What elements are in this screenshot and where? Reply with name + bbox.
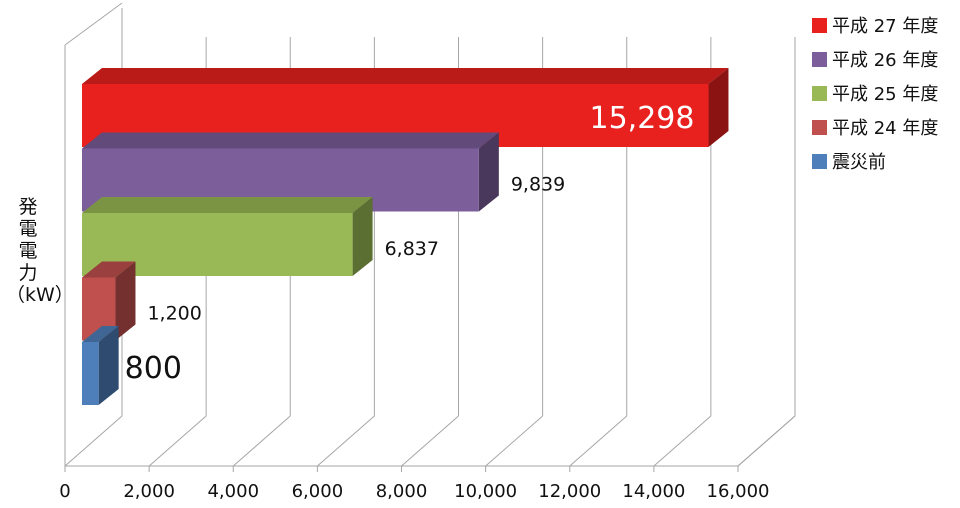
legend-swatch-3 <box>812 119 827 135</box>
x-tick-label: 12,000 <box>538 481 601 502</box>
bar-side-face <box>708 68 729 147</box>
bar-top-face <box>82 261 136 278</box>
y-axis-title: 発 電 電 力 （kW） <box>6 196 74 306</box>
y-axis-title-char: 電 <box>18 240 38 262</box>
y-axis-title-char: 電 <box>18 218 38 240</box>
bar <box>82 326 119 405</box>
legend-item: 震災前 <box>812 144 938 178</box>
bar-side-face <box>478 132 499 212</box>
floor-line <box>485 415 543 467</box>
legend-swatch-1 <box>812 51 827 67</box>
y-axis-title-unit: （kW） <box>6 284 74 306</box>
data-label: 800 <box>125 351 182 386</box>
floor-line <box>232 415 291 467</box>
floor-line <box>653 415 712 467</box>
bar-top-face <box>82 326 119 342</box>
legend-item: 平成 24 年度 <box>812 110 938 144</box>
x-tick-label: 0 <box>59 481 70 502</box>
bars <box>82 68 729 405</box>
x-tick-label: 14,000 <box>622 481 685 502</box>
bar-side-face <box>98 326 119 405</box>
legend-label: 平成 26 年度 <box>832 50 939 71</box>
x-tick-label: 16,000 <box>707 481 770 502</box>
bar-top-face <box>82 132 499 149</box>
bar <box>82 197 373 276</box>
x-tick-label: 6,000 <box>292 481 344 502</box>
legend-swatch-2 <box>812 85 827 101</box>
legend-label: 平成 25 年度 <box>832 84 939 105</box>
bar-side-face <box>115 261 136 341</box>
y-axis-title-char: 発 <box>18 196 38 218</box>
floor-line <box>317 415 375 467</box>
data-label: 6,837 <box>385 238 439 260</box>
left-wall-top-edge <box>64 2 123 46</box>
bar-top-face <box>82 68 729 84</box>
floor-line <box>64 415 123 467</box>
data-labels: 15,298 9,839 6,837 1,200 800 <box>125 101 695 386</box>
data-label: 9,839 <box>511 174 565 196</box>
x-tick-label: 4,000 <box>207 481 259 502</box>
legend-label: 震災前 <box>832 152 886 173</box>
x-tick-label: 2,000 <box>123 481 175 502</box>
legend-label: 平成 27 年度 <box>832 16 939 37</box>
legend-item: 平成 27 年度 <box>812 8 938 42</box>
legend-label: 平成 24 年度 <box>832 118 939 139</box>
x-tick-label: 8,000 <box>376 481 428 502</box>
bar-top-face <box>82 197 373 213</box>
legend: 平成 27 年度 平成 26 年度 平成 25 年度 平成 24 年度 震災前 <box>812 8 938 178</box>
legend-swatch-0 <box>812 17 827 33</box>
bar-front-face <box>82 342 99 405</box>
floor-line <box>148 415 207 467</box>
legend-swatch-4 <box>812 153 827 169</box>
data-label: 1,200 <box>147 303 201 325</box>
floor-line <box>401 415 459 467</box>
data-label: 15,298 <box>589 101 694 136</box>
x-tick-label: 10,000 <box>454 481 517 502</box>
floor-line <box>569 415 628 467</box>
y-axis-title-char: 力 <box>18 262 38 284</box>
bar-side-face <box>352 197 373 276</box>
floor-right-edge <box>737 415 796 467</box>
legend-item: 平成 25 年度 <box>812 76 938 110</box>
x-axis-ticks: 0 2,000 4,000 6,000 8,000 10,000 12,000 14,000 1… <box>59 481 769 502</box>
legend-item: 平成 26 年度 <box>812 42 938 76</box>
